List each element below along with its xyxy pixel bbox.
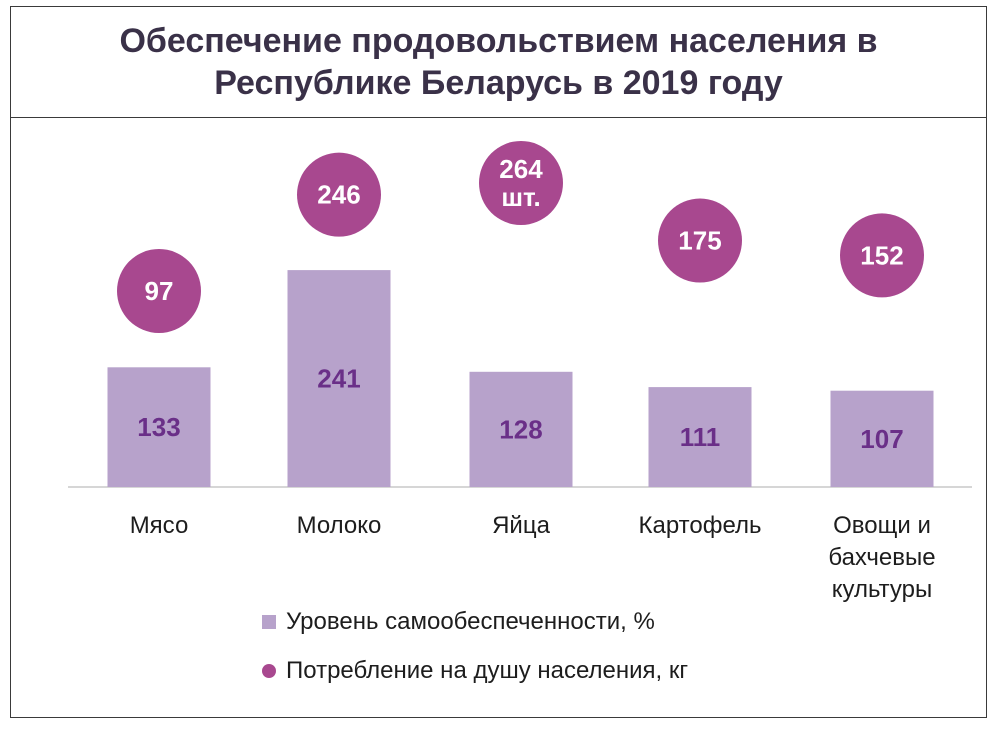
legend-label-self-sufficiency: Уровень самообеспеченности, %: [286, 608, 655, 635]
title-box: Обеспечение продовольствием населения в …: [11, 7, 986, 118]
dot-label-4: 152: [860, 240, 903, 270]
bar-2: [469, 371, 573, 487]
legend-item-self-sufficiency: Уровень самообеспеченности, %: [262, 602, 688, 642]
dot-label-2: 264 шт.: [499, 154, 543, 212]
category-label-4: Овощи и бахчевые культуры: [828, 512, 935, 603]
dot-label-0: 97: [145, 276, 174, 306]
category-label-2: Яйца: [492, 512, 550, 539]
bar-label-0: 133: [137, 412, 180, 442]
legend-square-marker-icon: [262, 615, 276, 629]
legend: Уровень самообеспеченности, % Потреблени…: [262, 602, 688, 700]
category-label-0: Мясо: [130, 512, 189, 539]
dot-1: [297, 152, 381, 237]
dot-3: [658, 198, 742, 283]
legend-item-consumption: Потребление на душу населения, кг: [262, 651, 688, 691]
bar-3: [648, 387, 752, 487]
bar-1: [287, 270, 391, 487]
dot-label-1: 246: [317, 180, 360, 210]
bar-label-4: 107: [860, 424, 903, 454]
dot-2: [479, 141, 563, 225]
bar-0: [107, 367, 211, 487]
chart-frame: Обеспечение продовольствием населения в …: [10, 6, 987, 718]
category-label-1: Молоко: [297, 512, 382, 539]
dot-label-3: 175: [678, 226, 721, 256]
legend-circle-marker-icon: [262, 664, 276, 678]
bar-4: [830, 390, 934, 487]
bar-label-3: 111: [680, 422, 721, 452]
dot-0: [117, 249, 201, 333]
bar-label-2: 128: [499, 414, 542, 444]
bar-label-1: 241: [317, 364, 360, 394]
dot-4: [840, 213, 924, 298]
legend-label-consumption: Потребление на душу населения, кг: [286, 657, 689, 684]
chart-title: Обеспечение продовольствием населения в …: [119, 22, 878, 102]
category-label-3: Картофель: [638, 512, 761, 539]
